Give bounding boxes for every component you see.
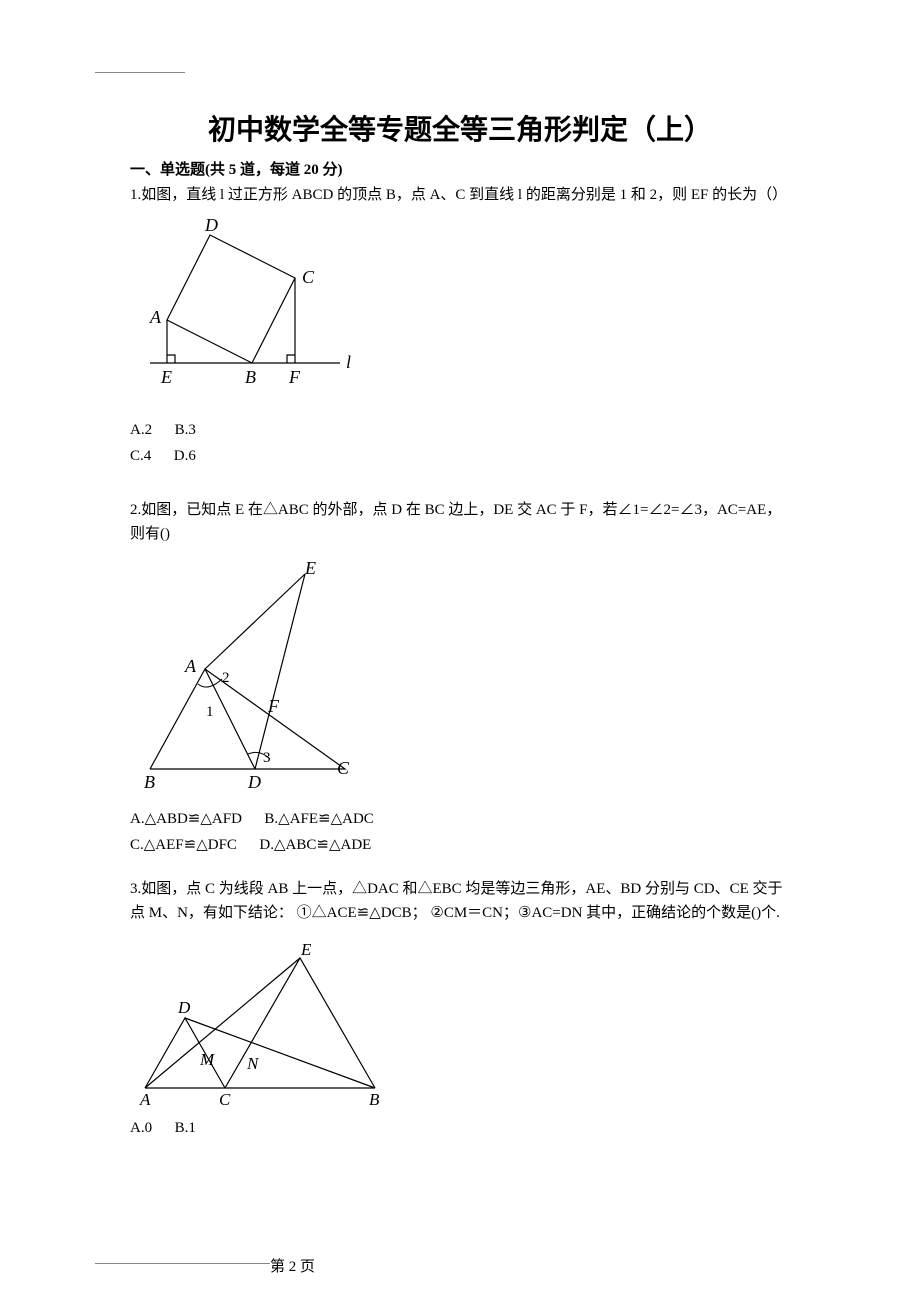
q2-figure: E A F B D C 1 2 3 <box>130 554 790 799</box>
label-B2: B <box>144 772 155 792</box>
label-1: 1 <box>206 704 214 720</box>
q2-opt-c: C.△AEF≌△DFC <box>130 837 237 853</box>
q2-opt-b: B.△AFE≌△ADC <box>264 811 373 827</box>
label-A2: A <box>184 656 197 676</box>
label-M3: M <box>199 1050 215 1069</box>
label-A: A <box>149 307 162 327</box>
label-F2: F <box>267 696 280 716</box>
q1-options: A.2 B.3 C.4 D.6 <box>130 418 790 468</box>
q2-options: A.△ABD≌△AFD B.△AFE≌△ADC C.△AEF≌△DFC D.△A… <box>130 807 790 857</box>
label-B3: B <box>369 1090 380 1108</box>
q3-text: 3.如图，点 C 为线段 AB 上一点，△DAC 和△EBC 均是等边三角形，A… <box>130 877 790 925</box>
q1-opt-b: B.3 <box>175 422 196 438</box>
q3-figure: D E A C B M N <box>130 933 790 1108</box>
label-l: l <box>346 352 351 372</box>
label-B: B <box>245 367 256 387</box>
header-rule <box>95 72 185 73</box>
label-E3: E <box>300 940 312 959</box>
q1-text: 1.如图，直线 l 过正方形 ABCD 的顶点 B，点 A、C 到直线 l 的距… <box>130 183 790 207</box>
q1-opt-c: C.4 <box>130 448 151 464</box>
section-header: 一、单选题(共 5 道，每道 20 分) <box>130 158 790 179</box>
page-title: 初中数学全等专题全等三角形判定（上） <box>130 108 790 148</box>
label-C2: C <box>337 758 350 778</box>
label-D2: D <box>247 772 261 792</box>
q1-opt-d: D.6 <box>174 448 196 464</box>
label-F: F <box>288 367 301 387</box>
label-C: C <box>302 267 315 287</box>
label-C3: C <box>219 1090 231 1108</box>
label-A3: A <box>139 1090 151 1108</box>
page-number: 第 2 页 <box>270 1255 315 1276</box>
q2-opt-a: A.△ABD≌△AFD <box>130 811 242 827</box>
label-D: D <box>204 215 218 235</box>
q3-opt-b: B.1 <box>175 1120 196 1136</box>
q3-options: A.0 B.1 <box>130 1116 790 1140</box>
label-2: 2 <box>222 670 230 686</box>
q1-opt-a: A.2 <box>130 422 152 438</box>
label-E: E <box>160 367 172 387</box>
label-E2: E <box>304 558 316 578</box>
label-N3: N <box>246 1054 260 1073</box>
q2-text: 2.如图，已知点 E 在△ABC 的外部，点 D 在 BC 边上，DE 交 AC… <box>130 498 790 546</box>
footer-rule <box>95 1263 270 1264</box>
q3-opt-a: A.0 <box>130 1120 152 1136</box>
footer <box>95 1255 920 1272</box>
label-D3: D <box>177 998 191 1017</box>
q1-figure: D C A E B F l <box>130 215 790 410</box>
q2-opt-d: D.△ABC≌△ADE <box>259 837 371 853</box>
